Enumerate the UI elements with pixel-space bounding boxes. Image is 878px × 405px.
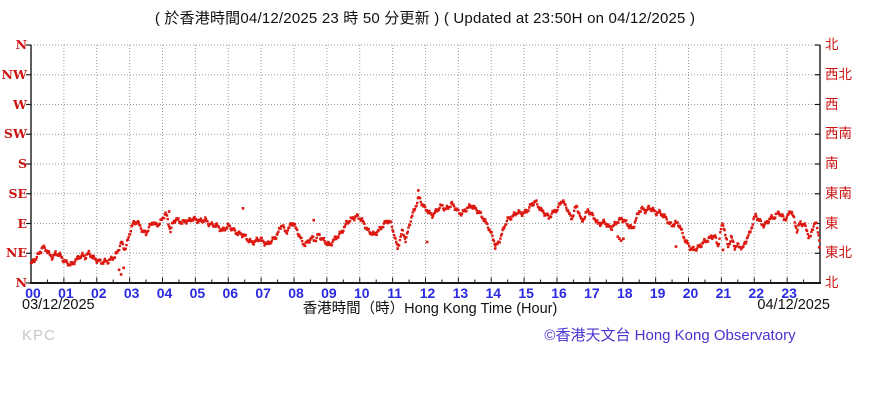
y-axis-label-right: 西南 (825, 126, 852, 142)
date-label-end: 04/12/2025 (757, 297, 830, 313)
y-axis-label-left: N (15, 37, 27, 52)
y-axis-label-left: SE (8, 185, 27, 201)
hour-label: 06 (222, 285, 239, 301)
date-label-start: 03/12/2025 (22, 297, 95, 313)
y-axis-label-right: 東 (825, 215, 839, 231)
hour-label: 04 (156, 285, 173, 301)
hour-label: 20 (682, 285, 699, 301)
hour-label: 01 (58, 285, 74, 301)
wind-direction-points (29, 196, 821, 267)
y-axis-label-right: 北 (825, 275, 839, 290)
hour-label: 07 (255, 285, 271, 301)
hour-label: 00 (25, 285, 41, 301)
y-axis-label-left: W (12, 96, 27, 112)
hour-label: 03 (123, 285, 140, 301)
grid-lines (31, 44, 820, 283)
y-axis-label-left: S (17, 156, 27, 171)
y-axis-label-right: 西北 (825, 66, 852, 82)
y-axis-label-left: NE (6, 245, 27, 261)
chart-title: ( 於香港時間04/12/2025 23 時 50 分更新 ) ( Update… (154, 10, 696, 27)
hour-label: 02 (90, 285, 107, 301)
y-axis-label-left: SW (3, 126, 27, 142)
outlier-points (117, 189, 821, 276)
y-axis-label-right: 北 (825, 37, 839, 52)
hour-label: 16 (551, 285, 567, 301)
hour-label: 08 (288, 285, 304, 301)
hour-label: 05 (189, 285, 206, 301)
hour-label: 18 (616, 285, 633, 301)
hour-label: 13 (452, 285, 469, 301)
y-axis-label-right: 西 (825, 96, 839, 112)
x-axis-title: 香港時間（時）Hong Kong Time (Hour) (302, 301, 558, 317)
y-axis-label-right: 東南 (825, 185, 852, 201)
hour-label: 22 (748, 285, 765, 301)
hour-label: 10 (353, 285, 370, 301)
y-axis-label-left: N (15, 275, 27, 290)
hour-label: 17 (584, 285, 600, 301)
y-axis-label-left: E (17, 215, 27, 231)
station-watermark: KPC (22, 327, 56, 344)
hour-label: 19 (649, 285, 666, 301)
y-axis-label-right: 南 (825, 156, 839, 171)
hour-label: 14 (485, 285, 502, 301)
hour-label: 23 (781, 285, 797, 301)
hour-label: 21 (715, 285, 732, 301)
y-axis-label-left: NW (1, 66, 27, 82)
copyright-notice: ©香港天文台 Hong Kong Observatory (544, 327, 796, 344)
tick-marks (26, 44, 821, 284)
y-axis-label-right: 東北 (825, 245, 852, 261)
hour-label: 09 (321, 285, 337, 301)
hour-label: 11 (387, 285, 403, 301)
hour-label: 12 (419, 285, 436, 301)
hour-label: 15 (518, 285, 534, 301)
